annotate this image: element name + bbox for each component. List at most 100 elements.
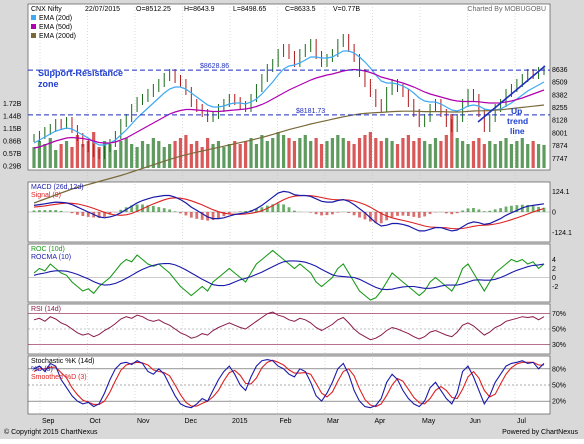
volume-bar-89 xyxy=(515,141,518,168)
volume-bar-66 xyxy=(390,141,393,168)
volume-bar-22 xyxy=(152,138,155,168)
macd-hist-2 xyxy=(43,210,46,212)
macd-hist-72 xyxy=(423,212,426,216)
roc-legend: ROC (10d) xyxy=(31,246,65,253)
powered-by-label: Powered by ChartNexus xyxy=(502,429,578,436)
price-tick-7874: 7874 xyxy=(552,143,568,150)
up-trend-label-line3: line xyxy=(510,126,525,136)
macd-hist-69 xyxy=(407,212,410,216)
macd-hist-56 xyxy=(336,212,339,213)
volume-bar-6 xyxy=(65,141,68,168)
volume-bar-42 xyxy=(260,135,263,168)
volume-tick-0-86b: 0.86B xyxy=(3,139,22,146)
volume-bar-60 xyxy=(358,138,361,168)
volume-bar-26 xyxy=(173,141,176,168)
macd-tick-0: 0 xyxy=(552,210,556,217)
volume-bar-61 xyxy=(363,135,366,168)
price-tick-8509: 8509 xyxy=(552,80,568,87)
support-resistance-label-line1: Support-Resistance xyxy=(38,68,123,78)
macd-hist-8 xyxy=(76,212,79,215)
volume-bar-90 xyxy=(521,138,524,168)
macd-tick-124-1: -124.1 xyxy=(552,230,572,237)
macd-hist-71 xyxy=(418,212,421,218)
support-level-label: $8181.73 xyxy=(296,108,325,115)
ema50-swatch xyxy=(31,24,36,29)
roc-panel xyxy=(28,244,550,302)
volume-bar-59 xyxy=(353,144,356,168)
ema20-swatch xyxy=(31,15,36,20)
macd-hist-81 xyxy=(472,208,475,212)
macd-hist-60 xyxy=(358,212,361,217)
volume-bar-38 xyxy=(239,144,242,168)
price-tick-8128: 8128 xyxy=(552,118,568,125)
volume-bar-57 xyxy=(342,138,345,168)
volume-bar-76 xyxy=(445,135,448,168)
stoch-tick-80: 80% xyxy=(552,366,566,373)
volume-bar-81 xyxy=(472,141,475,168)
macd-hist-84 xyxy=(488,211,491,212)
volume-bar-56 xyxy=(336,135,339,168)
volume-bar-86 xyxy=(499,141,502,168)
rocma-legend: ROCMA (10) xyxy=(31,254,71,261)
volume-bar-62 xyxy=(369,132,372,168)
volume-bar-73 xyxy=(428,144,431,168)
macd-hist-83 xyxy=(483,211,486,212)
x-tick-2015: 2015 xyxy=(232,418,248,425)
macd-hist-53 xyxy=(320,212,323,215)
volume-bar-17 xyxy=(125,138,128,168)
macd-hist-48 xyxy=(293,211,296,212)
volume-bar-9 xyxy=(81,144,84,168)
volume-bar-51 xyxy=(309,141,312,168)
macd-hist-66 xyxy=(391,212,394,217)
volume-bar-48 xyxy=(293,141,296,168)
x-tick-oct: Oct xyxy=(90,418,101,425)
macd-hist-73 xyxy=(429,212,432,214)
volume-bar-68 xyxy=(401,138,404,168)
macd-hist-30 xyxy=(195,212,198,219)
volume-bar-72 xyxy=(423,141,426,168)
volume-bar-29 xyxy=(190,144,193,168)
macd-hist-7 xyxy=(71,212,74,213)
volume-bar-69 xyxy=(407,135,410,168)
volume-bar-27 xyxy=(179,138,182,168)
volume-bar-55 xyxy=(331,138,334,168)
volume-bar-28 xyxy=(184,135,187,168)
macd-hist-38 xyxy=(239,211,242,212)
volume-bar-35 xyxy=(222,147,225,168)
macd-hist-54 xyxy=(326,212,329,215)
macd-hist-55 xyxy=(331,212,334,214)
macd-hist-28 xyxy=(185,212,188,215)
stoch-k-legend: Stochastic %K (14d) xyxy=(31,358,94,365)
volume-bar-83 xyxy=(483,144,486,168)
x-tick-jul: Jul xyxy=(517,418,526,425)
macd-hist-9 xyxy=(81,212,84,216)
macd-hist-77 xyxy=(450,212,453,214)
macd-hist-79 xyxy=(461,211,464,212)
ema50-legend: EMA (50d) xyxy=(39,24,72,31)
macd-hist-68 xyxy=(402,212,405,216)
volume-bar-34 xyxy=(217,141,220,168)
volume-bar-24 xyxy=(163,147,166,168)
volume-bar-4 xyxy=(54,150,57,168)
stoch-tick-50: 50% xyxy=(552,383,566,390)
volume-bar-93 xyxy=(537,144,540,168)
macd-hist-80 xyxy=(467,208,470,212)
price-tick-8001: 8001 xyxy=(552,130,568,137)
volume-bar-85 xyxy=(494,144,497,168)
copyright-label: © Copyright 2015 ChartNexus xyxy=(4,428,98,436)
price-tick-8636: 8636 xyxy=(552,67,568,74)
volume-bar-84 xyxy=(488,141,491,168)
signal-legend: Signal (9) xyxy=(31,192,61,199)
volume-bar-63 xyxy=(374,138,377,168)
macd-hist-59 xyxy=(353,212,356,215)
date-label: 22/07/2015 xyxy=(85,6,120,13)
resistance-level-label: $8628.86 xyxy=(200,63,229,70)
volume-bar-74 xyxy=(434,138,437,168)
macd-hist-88 xyxy=(510,206,513,212)
stoch-smoothed-legend: Smoothed %D (3) xyxy=(31,374,87,381)
ema200-swatch xyxy=(31,33,36,38)
volume-tick-0-57b: 0.57B xyxy=(3,151,22,158)
volume-bar-18 xyxy=(130,144,133,168)
low-label: L=8498.65 xyxy=(233,6,266,13)
